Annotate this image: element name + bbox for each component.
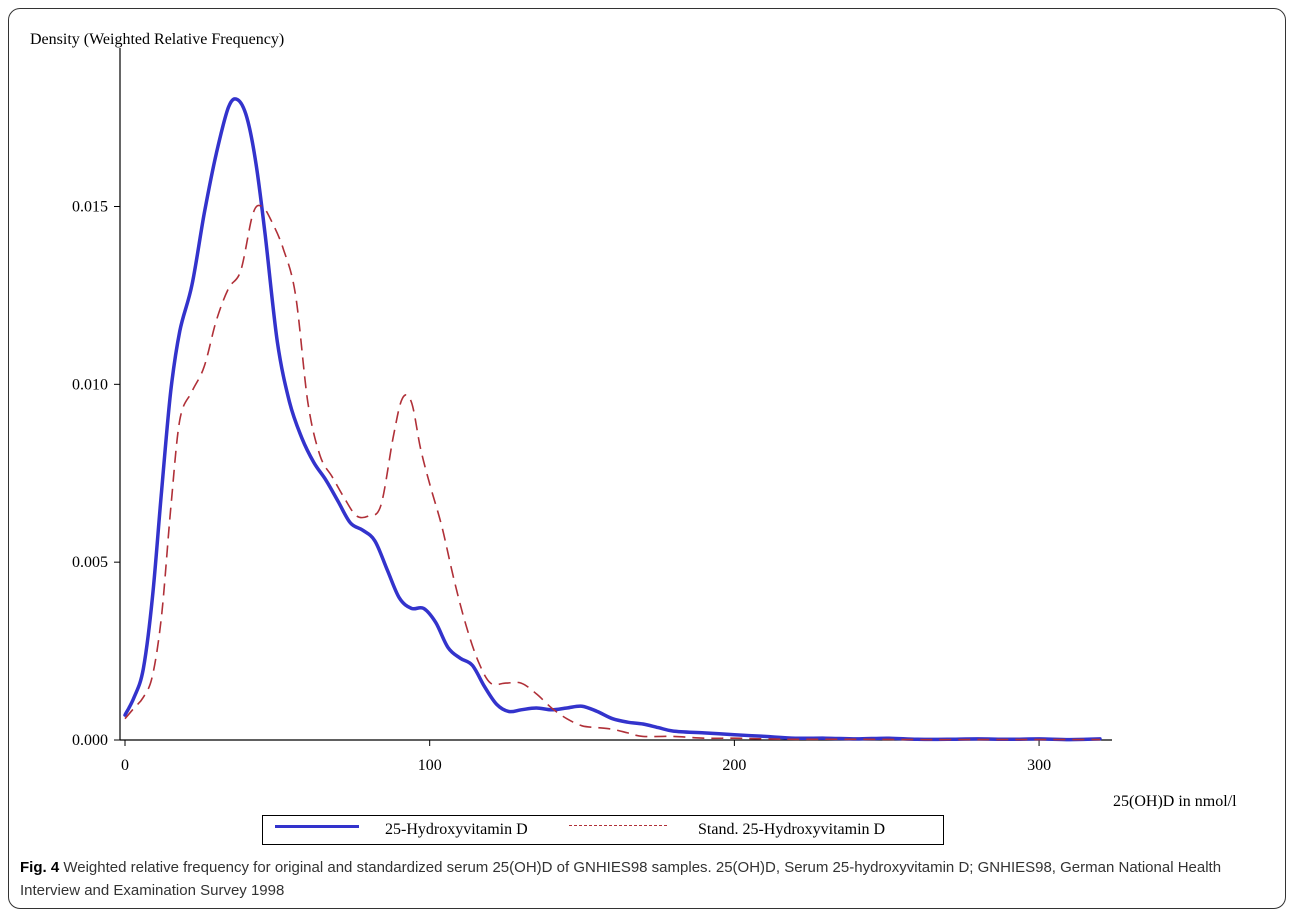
caption-text: Weighted relative frequency for original… (20, 859, 1222, 899)
figure-label: Fig. 4 (20, 859, 60, 876)
y-tick-label: 0.000 (72, 732, 108, 749)
legend-swatch-standardized (569, 825, 667, 826)
axes: 0.000 0.005 0.010 0.015 0 100 200 300 (72, 48, 1112, 774)
x-axis-title: 25(OH)D in nmol/l (1113, 793, 1237, 810)
legend-swatch-original (275, 825, 359, 828)
x-tick-label: 200 (722, 757, 746, 774)
y-tick-label: 0.005 (72, 554, 108, 571)
figure-frame (8, 8, 1286, 909)
y-tick-label: 0.010 (72, 376, 108, 393)
legend-label-original: 25-Hydroxyvitamin D (385, 821, 528, 838)
series-layer (123, 97, 1102, 742)
y-tick-label: 0.015 (72, 198, 108, 215)
x-tick-label: 0 (121, 757, 129, 774)
legend: 25-Hydroxyvitamin D Stand. 25-Hydroxyvit… (262, 815, 944, 845)
series-line-standardized (124, 204, 1100, 741)
series-line-original (123, 97, 1102, 742)
figure-caption: Fig. 4 Weighted relative frequency for o… (20, 856, 1270, 902)
legend-label-standardized: Stand. 25-Hydroxyvitamin D (698, 821, 886, 838)
x-tick-label: 300 (1027, 757, 1051, 774)
y-axis-title: Density (Weighted Relative Frequency) (30, 31, 284, 48)
x-tick-label: 100 (418, 757, 442, 774)
